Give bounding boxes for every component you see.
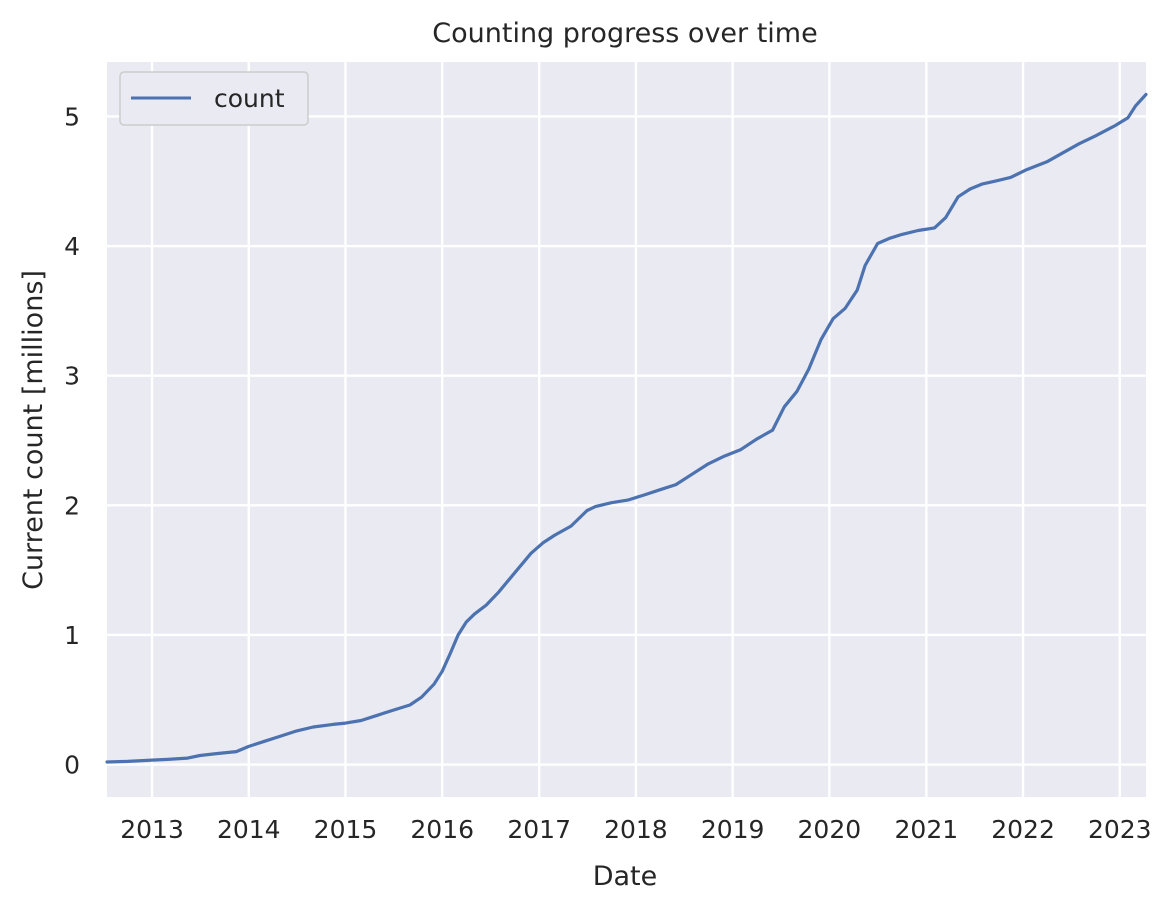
x-axis: 2013 2014 2015 2016 2017 2018 2019 2020 2021 2022… [120, 815, 1151, 844]
y-tick-label-5: 5 [64, 102, 80, 131]
x-tick-label-2017: 2017 [507, 815, 571, 844]
chart-title: Counting progress over time [432, 18, 817, 49]
y-tick-label-3: 3 [64, 362, 80, 391]
legend: count [119, 71, 309, 126]
y-tick-label-2: 2 [64, 491, 80, 520]
y-axis-label: Current count [millions] [18, 270, 49, 590]
x-tick-label-2014: 2014 [217, 815, 281, 844]
x-tick-label-2015: 2015 [314, 815, 378, 844]
plot-area [107, 62, 1146, 797]
series-layer [105, 92, 1148, 764]
series-line-count [105, 92, 1148, 764]
x-tick-label-2018: 2018 [604, 815, 668, 844]
x-tick-label-2022: 2022 [991, 815, 1055, 844]
x-tick-label-2019: 2019 [701, 815, 765, 844]
x-tick-label-2016: 2016 [410, 815, 474, 844]
legend-box [119, 71, 309, 126]
x-axis-label: Date [593, 861, 658, 892]
x-tick-label-2023: 2023 [1088, 815, 1152, 844]
y-tick-label-4: 4 [64, 232, 80, 261]
x-tick-label-2020: 2020 [798, 815, 862, 844]
x-tick-label-2013: 2013 [120, 815, 184, 844]
legend-entry-count: count [214, 84, 285, 113]
y-tick-label-0: 0 [64, 751, 80, 780]
grid [107, 62, 1146, 797]
y-axis: 0 1 2 3 4 5 [64, 102, 80, 779]
y-tick-label-1: 1 [64, 621, 80, 650]
x-tick-label-2021: 2021 [895, 815, 959, 844]
